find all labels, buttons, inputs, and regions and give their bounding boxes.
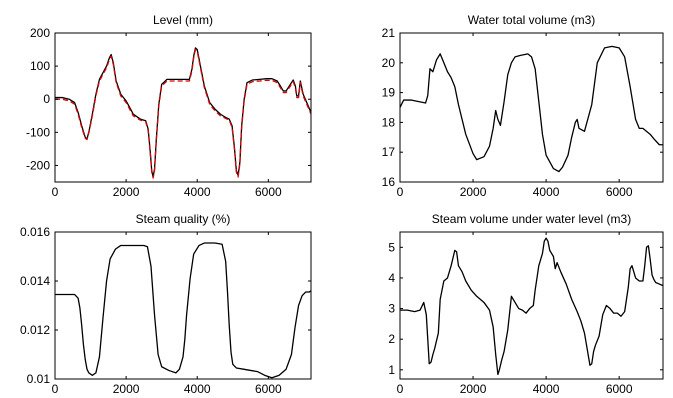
y-tick-label: 16 bbox=[382, 175, 396, 189]
x-tick-label: 4000 bbox=[184, 382, 211, 396]
x-tick-label: 6000 bbox=[606, 185, 633, 199]
y-tick-label: 3 bbox=[388, 302, 395, 316]
series-line-0 bbox=[55, 242, 311, 379]
x-tick-label: 4000 bbox=[533, 382, 560, 396]
axes-frame bbox=[54, 32, 312, 183]
y-tick-label: -100 bbox=[26, 125, 50, 139]
series-line-0 bbox=[55, 47, 311, 178]
series-line-0 bbox=[400, 237, 663, 376]
x-tick-label: 2000 bbox=[113, 185, 140, 199]
y-tick-label: 2 bbox=[388, 332, 395, 346]
chart-title: Level (mm) bbox=[153, 13, 213, 27]
chart-title: Water total volume (m3) bbox=[468, 13, 596, 27]
axes-frame bbox=[54, 231, 312, 380]
y-tick-label: 1 bbox=[388, 363, 395, 377]
x-tick-label: 0 bbox=[397, 185, 404, 199]
x-tick-label: 2000 bbox=[113, 382, 140, 396]
y-tick-label: 4 bbox=[388, 271, 395, 285]
steam-quality-chart: 0 2000 4000 6000 0.01 0.012 0.014 0.016 Steam qu… bbox=[20, 212, 312, 396]
x-tick-label: 0 bbox=[397, 382, 404, 396]
y-tick-label: -200 bbox=[26, 158, 50, 172]
steam-volume-under-water-level-chart: 0 2000 4000 6000 1 2 3 4 5 Steam volume under wat… bbox=[388, 212, 664, 396]
y-tick-label: 0.014 bbox=[20, 274, 50, 288]
water-total-volume-chart: 0 2000 4000 6000 16 17 18 19 20 21 Water total vol… bbox=[382, 13, 664, 199]
y-tick-label: 19 bbox=[382, 86, 396, 100]
axes-frame bbox=[399, 231, 664, 380]
chart-title: Steam quality (%) bbox=[136, 212, 231, 226]
y-tick-label: 0 bbox=[43, 92, 50, 106]
y-tick-label: 21 bbox=[382, 26, 396, 40]
x-tick-label: 2000 bbox=[460, 185, 487, 199]
y-tick-label: 20 bbox=[382, 56, 396, 70]
y-tick-label: 0.016 bbox=[20, 225, 50, 239]
x-tick-label: 6000 bbox=[255, 382, 282, 396]
x-tick-label: 6000 bbox=[255, 185, 282, 199]
y-tick-label: 0.012 bbox=[20, 323, 50, 337]
y-tick-label: 200 bbox=[30, 26, 50, 40]
y-tick-label: 5 bbox=[388, 240, 395, 254]
chart-title: Steam volume under water level (m3) bbox=[432, 212, 631, 226]
y-tick-label: 0.01 bbox=[27, 372, 51, 386]
series-line-1 bbox=[55, 48, 311, 179]
x-tick-label: 6000 bbox=[606, 382, 633, 396]
series-line-0 bbox=[400, 45, 663, 173]
x-tick-label: 2000 bbox=[460, 382, 487, 396]
y-tick-label: 18 bbox=[382, 115, 396, 129]
level-chart: 0 2000 4000 6000 -200 -100 0 100 200 Level (mm) bbox=[26, 13, 312, 199]
x-tick-label: 0 bbox=[52, 382, 59, 396]
y-tick-label: 17 bbox=[382, 145, 396, 159]
y-tick-label: 100 bbox=[30, 59, 50, 73]
x-tick-label: 4000 bbox=[184, 185, 211, 199]
x-tick-label: 0 bbox=[52, 185, 59, 199]
axes-frame bbox=[399, 32, 664, 183]
x-tick-label: 4000 bbox=[533, 185, 560, 199]
